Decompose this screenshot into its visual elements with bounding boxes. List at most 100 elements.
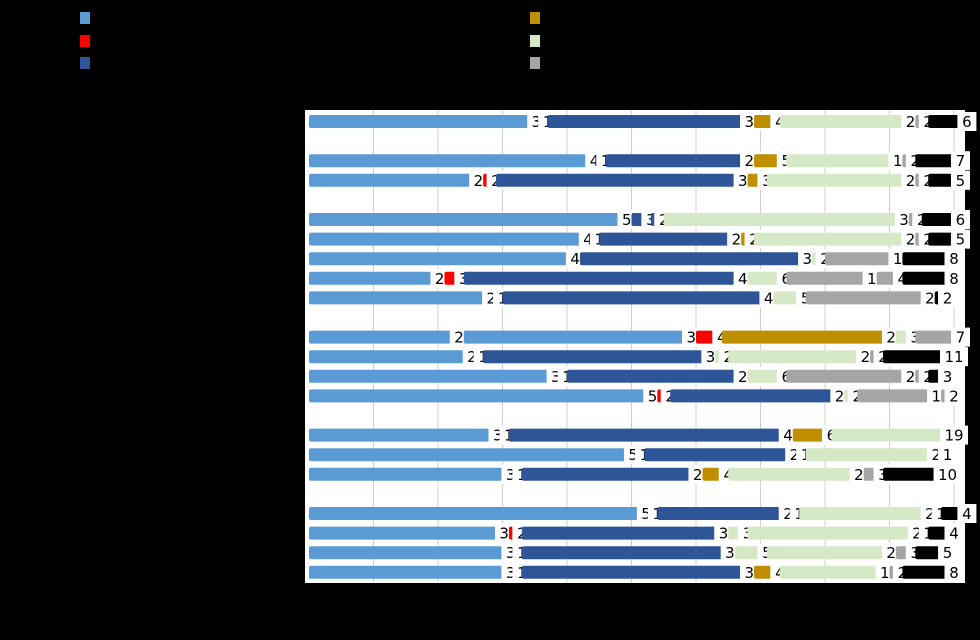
bar-segment xyxy=(463,330,696,344)
bar-segment xyxy=(599,232,742,246)
data-label: 4 xyxy=(949,525,959,543)
data-label-box xyxy=(940,425,968,445)
data-label-box xyxy=(950,151,970,171)
bar-segment xyxy=(496,173,748,187)
bar-segment xyxy=(766,546,896,560)
bar-segment xyxy=(483,350,716,364)
bar-segment xyxy=(902,565,954,579)
bar-segment xyxy=(309,369,561,383)
legend-item-1 xyxy=(80,12,90,24)
data-label: 2 xyxy=(943,289,953,307)
data-label: 7 xyxy=(956,329,966,347)
bar-segment xyxy=(309,526,509,540)
bar-segment xyxy=(779,115,916,128)
bar-segment xyxy=(309,507,651,520)
data-label: 7 xyxy=(956,152,966,170)
plot-area xyxy=(305,110,965,583)
legend-swatch-3 xyxy=(80,57,90,69)
data-label: 3 xyxy=(943,368,953,386)
bar-segment xyxy=(463,271,748,285)
data-label-box xyxy=(950,170,970,190)
bar-segment xyxy=(502,291,774,305)
bar-segment xyxy=(883,350,954,364)
bar-segment xyxy=(309,271,445,285)
bar-segment xyxy=(915,154,961,168)
bar-segment xyxy=(309,115,542,128)
data-label-box xyxy=(944,249,964,269)
data-label: 4 xyxy=(962,505,972,523)
bar-segment xyxy=(728,467,864,481)
legend-swatch-5 xyxy=(530,35,540,47)
bar-segment xyxy=(521,546,735,560)
data-label-box xyxy=(944,562,964,582)
bar-segment xyxy=(799,507,935,520)
bar-segment xyxy=(605,154,755,168)
legend-item-5 xyxy=(530,35,540,47)
bar-segment xyxy=(309,389,658,403)
bar-segment xyxy=(521,467,703,481)
data-label: 8 xyxy=(949,270,959,288)
bar-segment xyxy=(508,428,793,442)
data-label-box xyxy=(957,112,977,131)
bar-segment xyxy=(747,369,787,383)
bar-segment xyxy=(567,369,748,383)
bar-segment xyxy=(309,546,516,560)
data-label-box xyxy=(938,445,958,465)
legend-swatch-2 xyxy=(80,35,90,47)
bar-segment xyxy=(883,467,948,481)
data-label: 5 xyxy=(956,231,966,249)
data-label-box xyxy=(944,523,964,543)
data-label-box xyxy=(944,268,964,288)
data-label: 1 xyxy=(943,446,953,464)
data-label: 8 xyxy=(949,250,959,268)
bar-segment xyxy=(579,252,813,266)
bar-segment xyxy=(309,565,516,579)
legend-swatch-4 xyxy=(530,12,540,24)
data-label: 2 xyxy=(949,387,959,405)
bar-segment xyxy=(521,526,729,540)
bar-segment xyxy=(805,291,935,305)
data-label-box xyxy=(950,210,970,229)
bar-segment xyxy=(805,448,942,462)
bar-segment xyxy=(309,213,632,226)
data-label: 10 xyxy=(938,466,957,484)
bar-segment xyxy=(728,350,871,364)
bar-segment xyxy=(747,271,787,285)
data-label: 5 xyxy=(956,172,966,190)
bar-segment xyxy=(309,448,638,462)
bar-segment xyxy=(309,173,484,187)
bar-segment xyxy=(754,232,916,246)
data-label-box xyxy=(944,386,964,406)
bar-segment xyxy=(928,115,967,128)
data-label: 8 xyxy=(949,564,959,582)
legend-item-6 xyxy=(530,57,540,69)
bar-segment xyxy=(309,330,464,344)
bar-segment xyxy=(902,271,954,285)
bar-segment xyxy=(786,271,877,285)
bar-segment xyxy=(786,369,916,383)
data-label-box xyxy=(938,366,958,386)
legend-item-2 xyxy=(80,35,90,47)
legend-item-3 xyxy=(80,57,90,69)
bar-segment xyxy=(663,213,909,226)
bar-segment xyxy=(309,428,503,442)
data-label: 19 xyxy=(944,427,963,445)
bar-segment xyxy=(309,467,516,481)
data-label-box xyxy=(950,229,970,249)
bar-segment xyxy=(521,565,755,579)
data-label-box xyxy=(950,327,970,347)
data-label-box xyxy=(957,504,977,523)
bar-segment xyxy=(792,428,832,442)
bar-segment xyxy=(825,252,903,266)
legend-swatch-1 xyxy=(80,12,90,24)
bar-segment xyxy=(309,154,600,168)
bar-segment xyxy=(309,350,477,364)
bar-segment xyxy=(747,526,922,540)
bar-segment xyxy=(921,213,961,226)
data-label: 5 xyxy=(943,544,953,562)
bar-segment xyxy=(309,232,593,246)
data-label: 6 xyxy=(962,113,972,131)
legend-item-4 xyxy=(530,12,540,24)
bar-segment xyxy=(766,173,916,187)
